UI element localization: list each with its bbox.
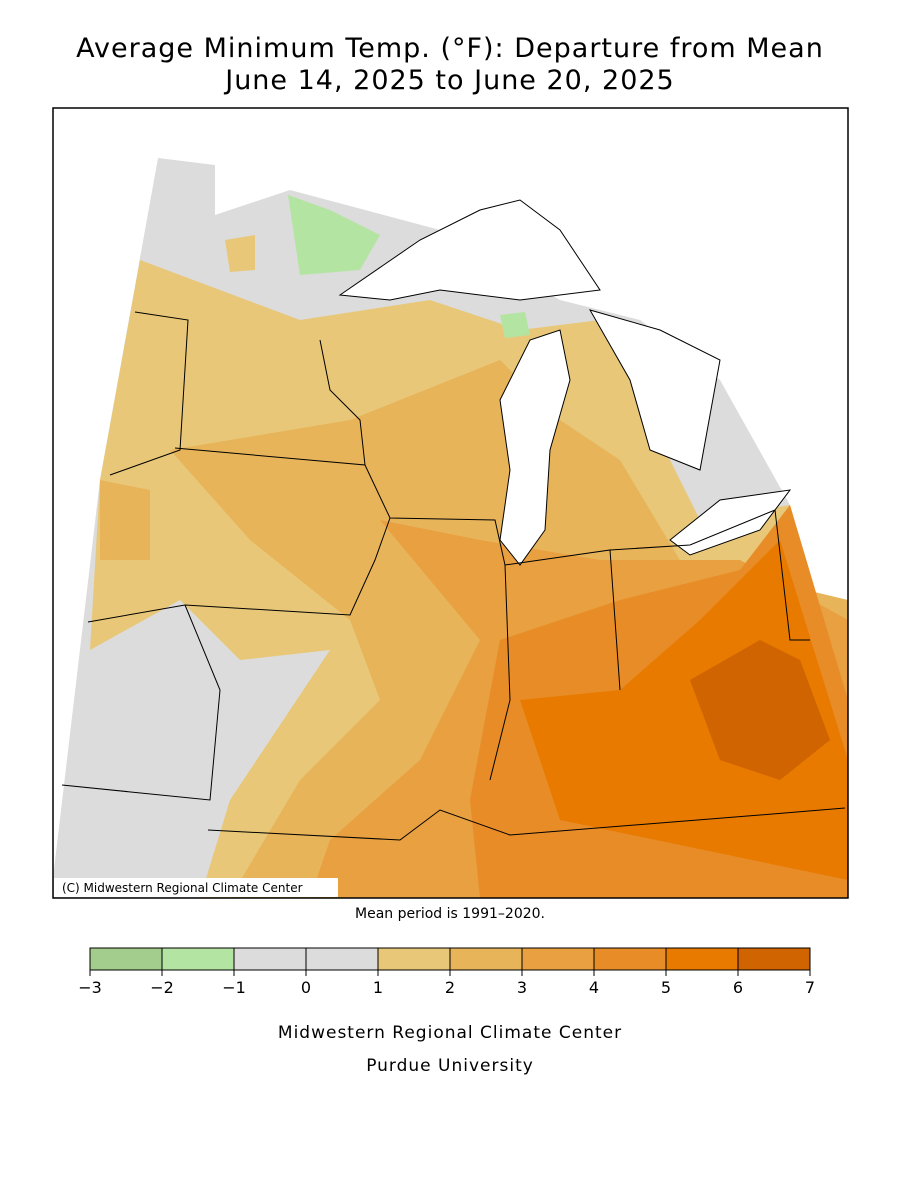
legend: −3 −2 −1 0 1 2 3 4 5 6 7 — [78, 947, 815, 997]
legend-swatch — [737, 947, 811, 971]
legend-tick-label: 4 — [589, 978, 599, 997]
state-line — [87, 517, 391, 623]
footer-line: Midwestern Regional Climate Center — [278, 1023, 622, 1043]
legend-swatch — [89, 947, 163, 971]
lake-huron — [588, 309, 721, 471]
legend-tick-label: 0 — [301, 978, 311, 997]
credit-box — [54, 878, 338, 897]
title-line: Average Minimum Temp. (°F): Departure fr… — [76, 33, 824, 64]
legend-tick-label: −3 — [78, 978, 102, 997]
legend-swatch — [233, 947, 307, 971]
region — [500, 312, 530, 338]
state-line — [319, 339, 366, 466]
map-frame — [52, 107, 849, 899]
region — [288, 195, 380, 275]
title-line: June 14, 2025 to June 20, 2025 — [223, 65, 675, 96]
legend-tick-label: −2 — [150, 978, 174, 997]
region — [225, 235, 255, 272]
map-credit: (C) Midwestern Regional Climate Center — [62, 881, 303, 895]
legend-tick-label: 3 — [517, 978, 527, 997]
legend-tick-label: −1 — [222, 978, 246, 997]
state-line — [609, 509, 810, 641]
legend-swatch — [521, 947, 595, 971]
legend-tick-label: 7 — [805, 978, 815, 997]
region — [520, 540, 848, 880]
legend-swatch — [449, 947, 523, 971]
legend-tick-label: 6 — [733, 978, 743, 997]
legend-tick-label: 2 — [445, 978, 455, 997]
mean-period-note: Mean period is 1991–2020. — [355, 906, 545, 922]
state-line — [61, 604, 221, 801]
map: (C) Midwestern Regional Climate Center — [52, 107, 849, 899]
state-lines — [61, 311, 846, 841]
state-line — [207, 807, 846, 841]
legend-swatch — [665, 947, 739, 971]
legend-swatch — [305, 947, 379, 971]
lake-michigan — [499, 329, 571, 566]
state-line — [489, 564, 511, 781]
region — [690, 640, 830, 780]
region — [100, 480, 150, 560]
lake-superior — [338, 199, 601, 301]
legend-swatch — [593, 947, 667, 971]
legend-swatch — [161, 947, 235, 971]
legend-tick-label: 5 — [661, 978, 671, 997]
footer-line: Purdue University — [366, 1056, 534, 1076]
legend-tick-label: 1 — [373, 978, 383, 997]
legend-swatch — [377, 947, 451, 971]
state-line — [109, 311, 189, 476]
